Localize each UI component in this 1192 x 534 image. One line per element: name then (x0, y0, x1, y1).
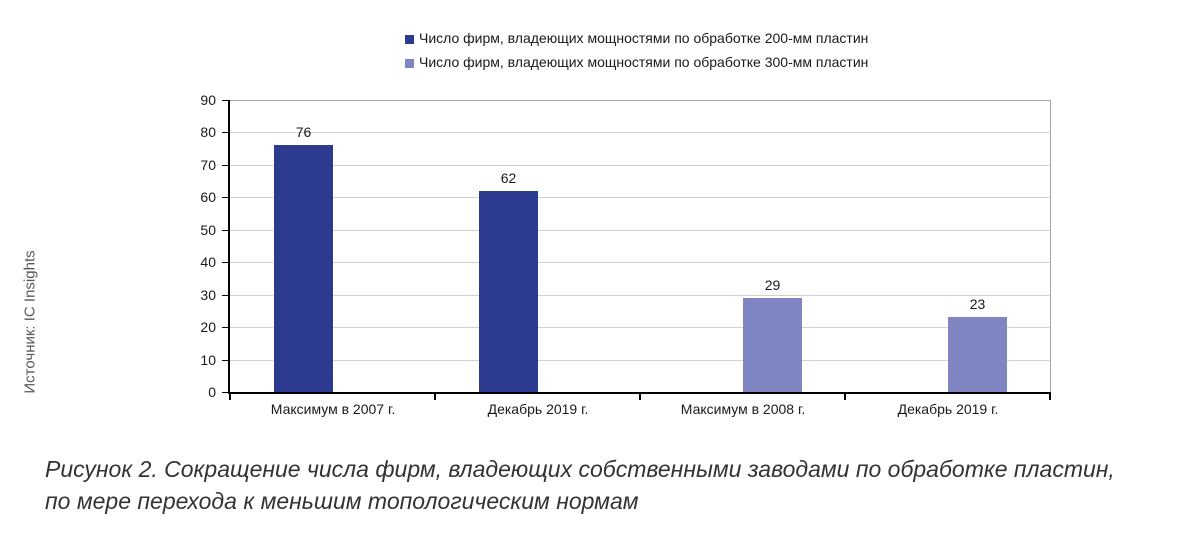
y-axis-tick-label: 70 (200, 157, 216, 173)
gridline (230, 132, 1050, 133)
plot-border-right (1050, 100, 1051, 392)
gridline (230, 295, 1050, 296)
chart-legend: Число фирм, владеющих мощностями по обра… (405, 31, 868, 70)
y-axis-tick (222, 327, 228, 328)
y-axis-tick-label: 80 (200, 124, 216, 140)
bar (948, 317, 1007, 392)
y-axis-tick-label: 30 (200, 287, 216, 303)
y-axis-tick-label: 90 (200, 92, 216, 108)
x-axis-tick (1049, 394, 1051, 400)
legend-item: Число фирм, владеющих мощностями по обра… (405, 55, 868, 70)
bar (274, 145, 333, 392)
x-axis-line (228, 392, 1051, 394)
source-label: Источник: IC Insights (21, 250, 39, 394)
y-axis-tick (222, 392, 228, 393)
gridline (230, 165, 1050, 166)
legend-swatch (405, 58, 414, 68)
figure-caption: Рисунок 2. Сокращение числа фирм, владею… (45, 453, 1115, 517)
gridline (230, 230, 1050, 231)
y-axis-tick-label: 20 (200, 319, 216, 335)
x-axis-tick (844, 394, 846, 400)
x-axis-category-label: Декабрь 2019 г. (487, 401, 589, 417)
y-axis-tick (222, 262, 228, 263)
legend-swatch (405, 34, 414, 44)
bar-value-label: 76 (295, 124, 312, 140)
bar-value-label: 62 (500, 170, 517, 186)
bar (479, 191, 538, 392)
y-axis-line (228, 100, 230, 392)
y-axis-tick-label: 10 (200, 352, 216, 368)
y-axis-tick-label: 40 (200, 254, 216, 270)
y-axis-tick (222, 132, 228, 133)
gridline (230, 327, 1050, 328)
x-axis-category-label: Декабрь 2019 г. (897, 401, 999, 417)
x-axis-tick (639, 394, 641, 400)
caption-line-2: по мере перехода к меньшим топологически… (45, 488, 639, 514)
x-axis-tick (434, 394, 436, 400)
caption-line-1: Рисунок 2. Сокращение числа фирм, владею… (45, 456, 1115, 482)
x-axis-tick (229, 394, 231, 400)
y-axis-tick (222, 197, 228, 198)
y-axis-tick-label: 50 (200, 222, 216, 238)
y-axis-tick (222, 100, 228, 101)
y-axis-tick (222, 165, 228, 166)
y-axis-tick-label: 0 (208, 384, 216, 400)
legend-label: Число фирм, владеющих мощностями по обра… (419, 30, 869, 46)
gridline (230, 197, 1050, 198)
bar (743, 298, 802, 392)
bar-value-label: 29 (764, 277, 781, 293)
plot-border-top (230, 100, 1050, 101)
bar-value-label: 23 (969, 296, 986, 312)
y-axis-tick-label: 60 (200, 189, 216, 205)
x-axis-category-label: Максимум в 2007 г. (270, 401, 396, 417)
legend-item: Число фирм, владеющих мощностями по обра… (405, 31, 868, 46)
legend-label: Число фирм, владеющих мощностями по обра… (419, 54, 869, 70)
gridline (230, 262, 1050, 263)
x-axis-category-label: Максимум в 2008 г. (680, 401, 806, 417)
gridline (230, 360, 1050, 361)
y-axis-tick (222, 295, 228, 296)
y-axis-tick (222, 230, 228, 231)
y-axis-tick (222, 360, 228, 361)
